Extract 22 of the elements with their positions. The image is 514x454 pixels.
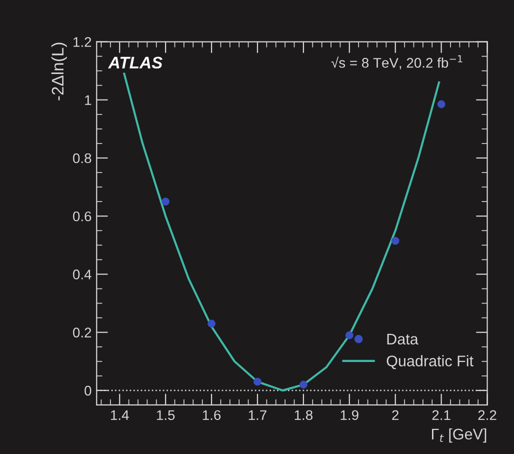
y-axis-title: -2Δln(L) <box>51 42 67 100</box>
x-tick-label: 1.8 <box>294 410 312 420</box>
x-tick-label: 2.2 <box>478 410 496 420</box>
y-tick-label: 1.2 <box>74 37 92 47</box>
legend-label: Quadratic Fit <box>386 355 474 370</box>
x-tick-label: 2 <box>392 410 399 420</box>
annotation: ATLAS <box>108 56 162 69</box>
x-tick-label: 2.1 <box>432 410 450 420</box>
y-tick-label: 0.6 <box>73 211 92 222</box>
y-tick-label: 1 <box>85 95 92 105</box>
legend-label: Data <box>387 334 418 345</box>
annotation: √s = 8 TeV, 20.2 fb$^{−1}$ <box>331 55 462 70</box>
x-tick-label: 1.5 <box>156 410 175 420</box>
x-tick-label: 1.4 <box>111 410 129 420</box>
x-tick-label: 1.6 <box>202 410 221 420</box>
y-tick-label: 0 <box>84 386 92 396</box>
y-tick-label: 0.4 <box>73 270 92 280</box>
y-tick-label: 0.2 <box>73 328 92 338</box>
y-tick-label: 0.8 <box>73 153 92 164</box>
x-axis-title: Γ$_{t}$ [GeV] <box>432 428 486 443</box>
x-tick-label: 1.9 <box>340 410 358 420</box>
x-tick-label: 1.7 <box>248 410 266 420</box>
